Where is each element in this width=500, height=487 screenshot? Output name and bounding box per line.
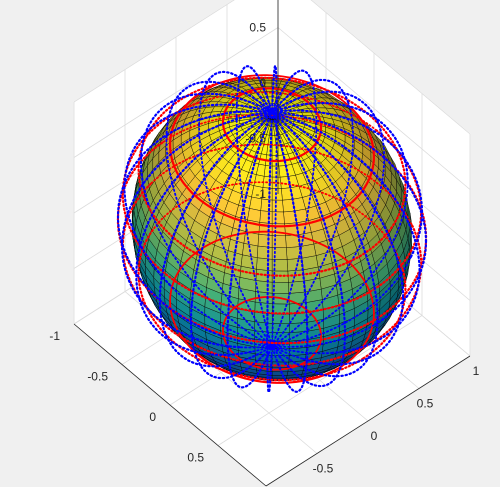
meridian-circle (158, 90, 383, 368)
meridian-circle (302, 295, 405, 366)
meridian-circle (330, 269, 421, 354)
surface-face (271, 281, 290, 294)
meridian-circle (238, 65, 309, 393)
meridian-circle (139, 92, 405, 298)
latitude-circle (121, 101, 376, 315)
surface-face (256, 257, 273, 272)
meridian-circle (262, 135, 354, 357)
z-tick-label: 0 (259, 76, 266, 90)
surface-face (257, 234, 273, 248)
z-tick-label: -1 (255, 187, 266, 201)
z-tick-label: 0.5 (249, 21, 266, 35)
meridian-circle (235, 115, 277, 359)
meridian-circle (347, 101, 354, 138)
x-tick-label: -0.5 (87, 370, 108, 384)
grid-line (73, 27, 279, 158)
y-tick-label: 0.5 (417, 397, 434, 411)
grid-line (277, 27, 471, 190)
latitude-circle (210, 74, 353, 110)
meridian-circle (135, 101, 409, 356)
meridian-circle (239, 255, 412, 349)
x-tick-label: 0 (149, 410, 156, 424)
grid-line (73, 0, 235, 103)
surface-face (256, 245, 273, 260)
latitude-circle (191, 348, 334, 384)
meridian-circle (165, 138, 292, 361)
y-tick-label: -0.5 (313, 462, 334, 476)
surface-face (282, 199, 295, 213)
latitude-circle (222, 296, 322, 371)
surface-face (271, 211, 285, 225)
latitude-circle (149, 143, 413, 226)
meridian-circle (311, 83, 318, 124)
meridian-circle (270, 114, 278, 355)
grid-line (310, 0, 471, 135)
y-tick-label: 0 (371, 429, 378, 443)
surface-face (259, 210, 273, 224)
meridian-circle (409, 210, 424, 258)
surface-face (288, 280, 306, 294)
meridian-circle (213, 323, 377, 348)
meridian-circle (123, 103, 421, 286)
y-axis-line (265, 355, 471, 487)
latitude-circle (151, 181, 404, 270)
surface-face (271, 199, 284, 213)
meridian-circle (226, 69, 314, 389)
meridian-circle (116, 109, 428, 335)
latitude-circle (137, 76, 407, 277)
latitude-circle (362, 267, 407, 360)
axes-front (73, 0, 471, 487)
latitude-circle (169, 85, 343, 228)
meridian-circle (259, 156, 386, 354)
meridian-circle (380, 133, 386, 159)
surface-face (271, 188, 283, 201)
circles-front (116, 64, 428, 394)
latitude-circle (221, 87, 323, 163)
surface-face (271, 375, 288, 379)
z-tick-label: -0.5 (245, 132, 266, 146)
y-tick-label: 1 (473, 364, 480, 378)
meridian-circle (189, 78, 350, 380)
meridian-circle (374, 240, 428, 326)
x-tick-label: -1 (49, 329, 60, 343)
meridian-circle (266, 64, 278, 394)
latitude-circle (137, 229, 365, 382)
surface-face (271, 371, 289, 376)
surface-face (271, 235, 287, 248)
meridian-circle (200, 70, 347, 388)
meridian-circle (120, 109, 424, 349)
meridian-circle (252, 182, 409, 353)
latitude-circle (169, 230, 375, 368)
x-tick-label: 0.5 (187, 451, 204, 465)
x-axis-line (73, 323, 267, 487)
